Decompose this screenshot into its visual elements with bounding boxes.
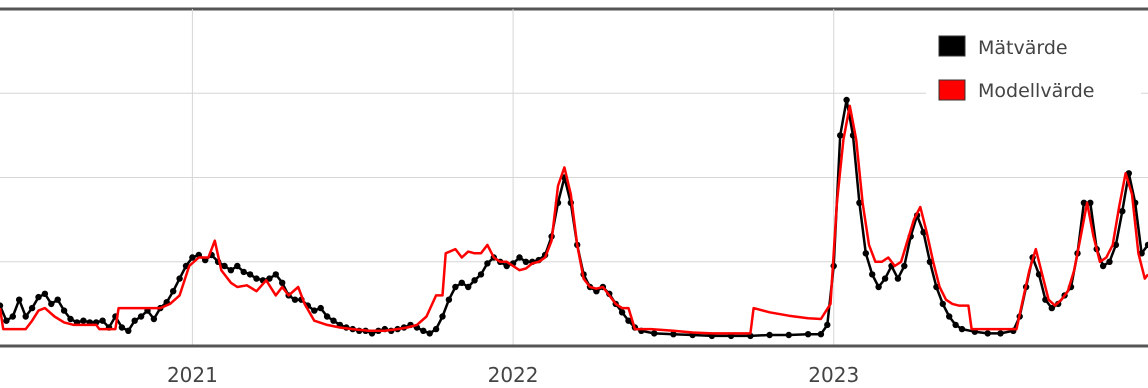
data-point: [522, 258, 530, 265]
data-point: [170, 288, 177, 295]
data-point: [60, 307, 68, 314]
x-tick-label: 2023: [808, 363, 859, 387]
data-point: [432, 325, 440, 333]
x-tick-label: 2021: [167, 363, 218, 387]
data-point: [946, 313, 953, 320]
data-point: [3, 317, 10, 324]
data-point: [452, 283, 459, 291]
data-point: [484, 260, 491, 267]
x-tick-labels: 2021 2022 2023: [167, 363, 859, 387]
data-point: [843, 96, 850, 104]
data-point: [1048, 304, 1056, 312]
data-point: [227, 267, 235, 274]
data-point: [80, 317, 87, 324]
data-point: [323, 313, 331, 320]
data-point: [1080, 199, 1088, 206]
data-point: [618, 309, 626, 316]
data-point: [131, 317, 138, 324]
data-point: [279, 279, 286, 286]
data-point: [253, 275, 260, 282]
data-point: [862, 250, 869, 257]
data-point: [150, 315, 158, 323]
data-point: [875, 283, 882, 291]
data-point: [804, 331, 812, 338]
legend[interactable]: Mätvärde Modellvärde: [926, 27, 1141, 107]
data-point: [291, 296, 299, 303]
data-point: [516, 254, 523, 261]
data-point: [0, 302, 4, 309]
data-point: [458, 279, 465, 286]
data-point: [9, 313, 16, 320]
data-point: [465, 283, 472, 291]
data-point: [189, 254, 196, 261]
data-point: [670, 331, 677, 338]
data-point: [1106, 258, 1113, 265]
data-point: [856, 199, 863, 206]
data-point: [439, 313, 446, 320]
data-point: [137, 313, 145, 320]
data-point: [426, 330, 433, 337]
data-point: [881, 275, 889, 282]
data-point: [593, 288, 600, 295]
data-point: [817, 331, 825, 338]
data-point: [420, 327, 427, 334]
data-point: [22, 313, 29, 320]
legend-swatch-matvarde[interactable]: [938, 35, 966, 57]
data-point: [272, 271, 279, 278]
legend-swatch-modellvarde[interactable]: [938, 79, 966, 101]
legend-label-matvarde[interactable]: Mätvärde: [978, 37, 1068, 59]
data-point: [997, 330, 1004, 337]
data-point: [35, 293, 42, 301]
data-point: [240, 268, 247, 276]
data-point: [67, 315, 74, 323]
x-tick-label: 2022: [488, 363, 539, 387]
series-1: [0, 104, 1148, 335]
data-point: [445, 296, 453, 303]
data-point: [1087, 199, 1094, 206]
data-point: [901, 262, 908, 270]
data-point: [125, 327, 132, 334]
series-line: [0, 104, 1148, 335]
data-point: [317, 304, 324, 312]
data-point: [503, 262, 510, 270]
data-point: [311, 307, 318, 314]
data-point: [837, 132, 844, 139]
data-point: [785, 331, 792, 339]
data-point: [330, 317, 337, 324]
data-point: [28, 304, 36, 312]
series-layer: [0, 96, 1148, 340]
data-point: [766, 331, 773, 339]
data-point: [99, 317, 106, 324]
data-point: [41, 290, 49, 297]
data-point: [1119, 208, 1126, 215]
data-point: [221, 262, 228, 270]
data-point: [176, 275, 183, 282]
data-point: [824, 321, 831, 329]
data-point: [952, 321, 959, 329]
data-point: [625, 317, 632, 324]
data-point: [54, 296, 61, 303]
data-point: [869, 271, 876, 278]
legend-label-modellvarde[interactable]: Modellvärde: [978, 80, 1094, 102]
data-point: [246, 271, 254, 278]
data-point: [477, 271, 485, 278]
data-point: [894, 275, 902, 282]
data-point: [266, 275, 273, 282]
data-point: [471, 277, 478, 284]
data-point: [1144, 241, 1148, 249]
data-point: [939, 300, 946, 308]
data-point: [234, 262, 241, 270]
data-point: [118, 324, 126, 331]
data-point: [984, 330, 991, 337]
data-point: [651, 330, 658, 337]
data-point: [958, 325, 966, 333]
data-point: [1112, 241, 1120, 249]
data-point: [48, 300, 55, 308]
data-point: [1099, 262, 1107, 270]
data-point: [926, 258, 934, 265]
data-point: [16, 296, 23, 303]
